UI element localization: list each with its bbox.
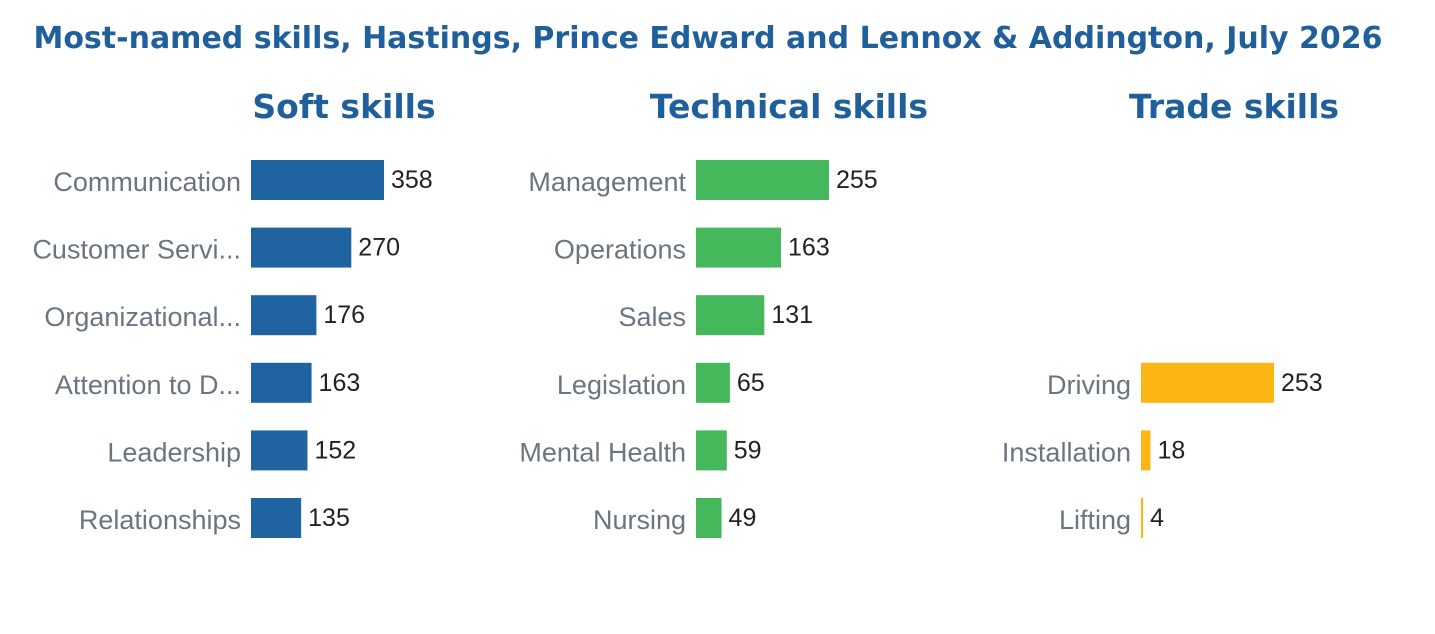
- value-label: 131: [771, 301, 813, 329]
- category-label: Lifting: [1059, 505, 1131, 535]
- value-label: 358: [391, 166, 433, 194]
- bar: [1141, 498, 1144, 538]
- category-label: Driving: [1047, 370, 1131, 400]
- category-label: Mental Health: [519, 437, 686, 467]
- category-label: Customer Servi...: [32, 235, 241, 265]
- value-label: 152: [314, 436, 356, 464]
- category-label: Installation: [1002, 437, 1131, 467]
- bar-row: Legislation 65: [557, 362, 765, 403]
- bar-row: Mental Health 59: [519, 430, 762, 471]
- value-label: 4: [1150, 504, 1164, 532]
- value-label: 135: [308, 504, 350, 532]
- bar-row: Installation 18: [1002, 430, 1185, 471]
- category-label: Nursing: [593, 505, 686, 535]
- bar-row: Relationships 135: [79, 498, 350, 538]
- category-label: Organizational...: [44, 302, 241, 332]
- bar: [251, 295, 317, 336]
- value-label: 253: [1281, 369, 1323, 397]
- bar-row: Communication 358: [53, 160, 433, 200]
- bar: [696, 362, 730, 403]
- value-label: 270: [358, 234, 400, 262]
- bar-row: Attention to D... 163: [55, 362, 361, 403]
- panel-trade-skills: Trade skills Driving 253 Installation 18 Lift…: [1002, 87, 1339, 538]
- panel-technical-skills: Technical skills Management 255 Operations 1…: [519, 87, 928, 538]
- bar-row: Management 255: [528, 160, 878, 200]
- bar-row: Driving 253: [1047, 362, 1323, 403]
- chart-title: Most-named skills, Hastings, Prince Edwa…: [33, 21, 1382, 56]
- bar-row: Customer Servi... 270: [32, 227, 400, 268]
- category-label: Leadership: [107, 437, 241, 467]
- bar: [1141, 362, 1274, 403]
- category-label: Sales: [618, 302, 686, 332]
- bar: [696, 430, 727, 471]
- bar: [251, 227, 352, 268]
- bar-row: Leadership 152: [107, 430, 356, 471]
- value-label: 255: [836, 166, 878, 194]
- bar: [696, 498, 722, 538]
- value-label: 59: [734, 436, 762, 464]
- value-label: 163: [788, 234, 830, 262]
- value-label: 176: [323, 301, 365, 329]
- bar-row: Sales 131: [618, 295, 813, 336]
- bar: [696, 227, 782, 268]
- category-label: Operations: [554, 235, 686, 265]
- value-label: 163: [319, 369, 361, 397]
- category-label: Attention to D...: [55, 370, 241, 400]
- bar: [696, 160, 829, 200]
- bar: [1141, 430, 1151, 471]
- bar-row: Organizational... 176: [44, 295, 365, 336]
- bar: [251, 498, 302, 538]
- bar: [696, 295, 765, 336]
- category-label: Communication: [53, 167, 241, 197]
- category-label: Relationships: [79, 505, 241, 535]
- panel-title: Soft skills: [252, 87, 435, 126]
- bar: [251, 430, 308, 471]
- value-label: 65: [737, 369, 765, 397]
- chart-panels: Soft skills Communication 358 Customer Serv…: [32, 87, 1339, 538]
- bar-row: Nursing 49: [593, 498, 756, 538]
- category-label: Legislation: [557, 370, 686, 400]
- panel-soft-skills: Soft skills Communication 358 Customer Serv…: [32, 87, 436, 538]
- panel-title: Trade skills: [1129, 87, 1339, 126]
- bar-row: Operations 163: [554, 227, 830, 268]
- bar: [251, 362, 312, 403]
- bar: [251, 160, 384, 200]
- value-label: 49: [729, 504, 757, 532]
- category-label: Management: [528, 167, 686, 197]
- bar-row: Lifting 4: [1059, 498, 1164, 538]
- panel-title: Technical skills: [650, 87, 928, 126]
- value-label: 18: [1157, 436, 1185, 464]
